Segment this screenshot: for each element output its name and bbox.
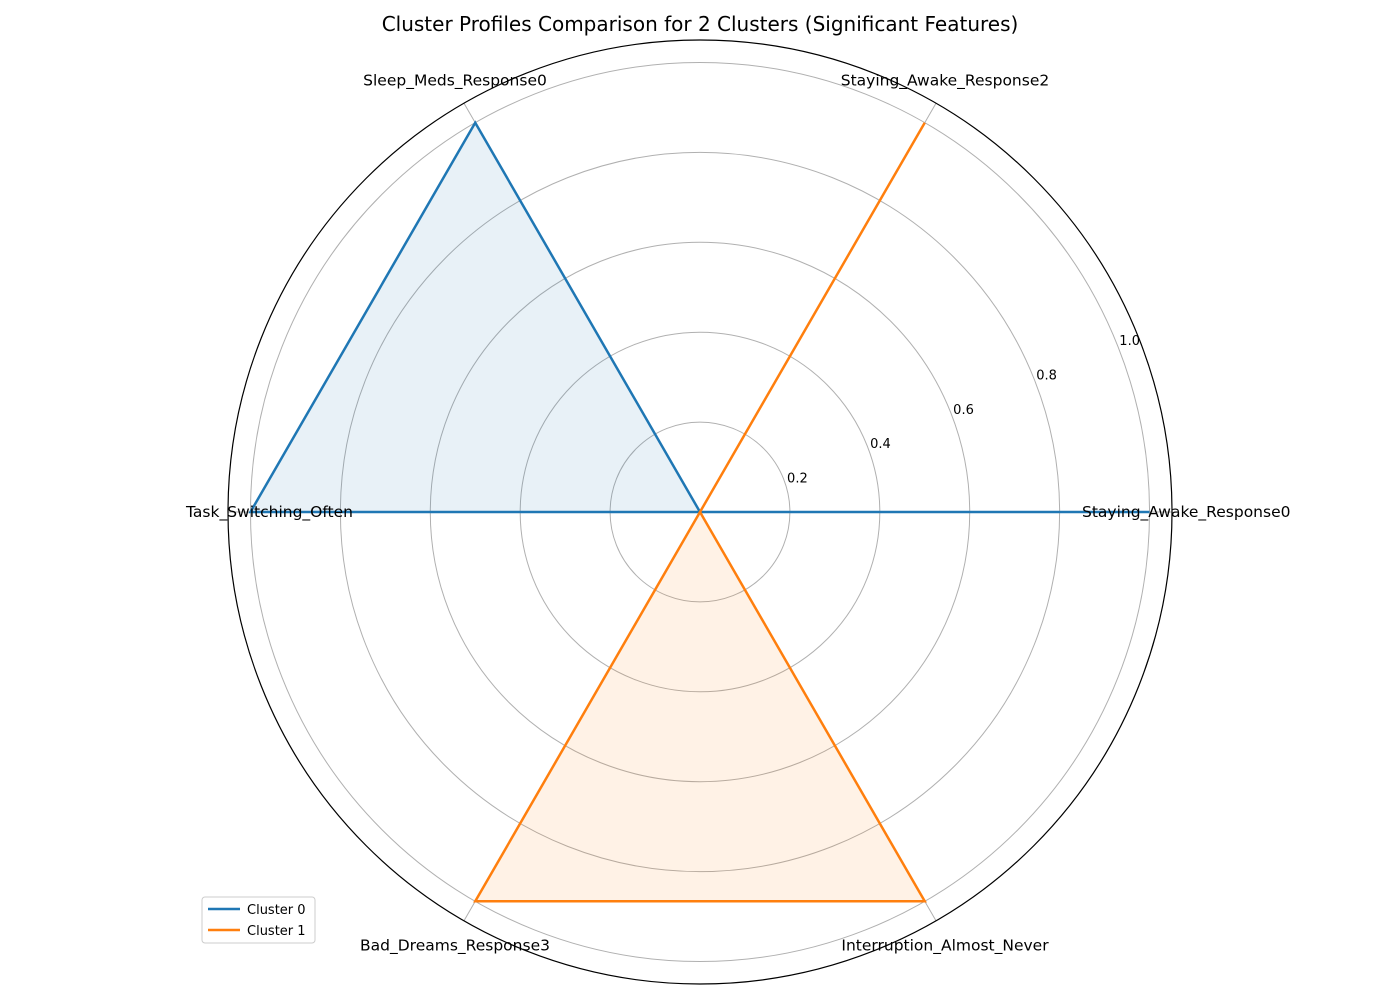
radial-tick-label: 0.4: [870, 437, 891, 452]
series-line-cluster-1: [473, 122, 927, 903]
radial-tick-label: 0.8: [1036, 368, 1057, 383]
polar-frame: [227, 39, 1173, 985]
axis-label-0: Staying_Awake_Response0: [1082, 503, 1290, 522]
radial-tick-label: 0.2: [787, 472, 808, 487]
axis-label-5: Interruption_Almost_Never: [841, 936, 1049, 955]
series-line-cluster-0: [248, 120, 1150, 514]
chart-title: Cluster Profiles Comparison for 2 Cluste…: [382, 12, 1019, 36]
label-layer: Staying_Awake_Response0 Staying_Awake_Res…: [185, 72, 1290, 956]
legend-label-cluster-1: Cluster 1: [247, 924, 306, 939]
series-fill-cluster-0: [250, 122, 1150, 512]
legend: Cluster 0 Cluster 1: [201, 896, 316, 944]
axis-label-3: Task_Switching_Often: [185, 503, 353, 522]
axis-label-2: Sleep_Meds_Response0: [363, 72, 547, 91]
radial-tick-label: 1.0: [1119, 334, 1140, 349]
series-layer: [248, 120, 1150, 903]
legend-label-cluster-0: Cluster 0: [247, 903, 306, 918]
axis-label-4: Bad_Dreams_Response3: [360, 936, 550, 955]
axis-label-1: Staying_Awake_Response2: [841, 72, 1049, 91]
radial-tick-label: 0.6: [953, 403, 974, 418]
